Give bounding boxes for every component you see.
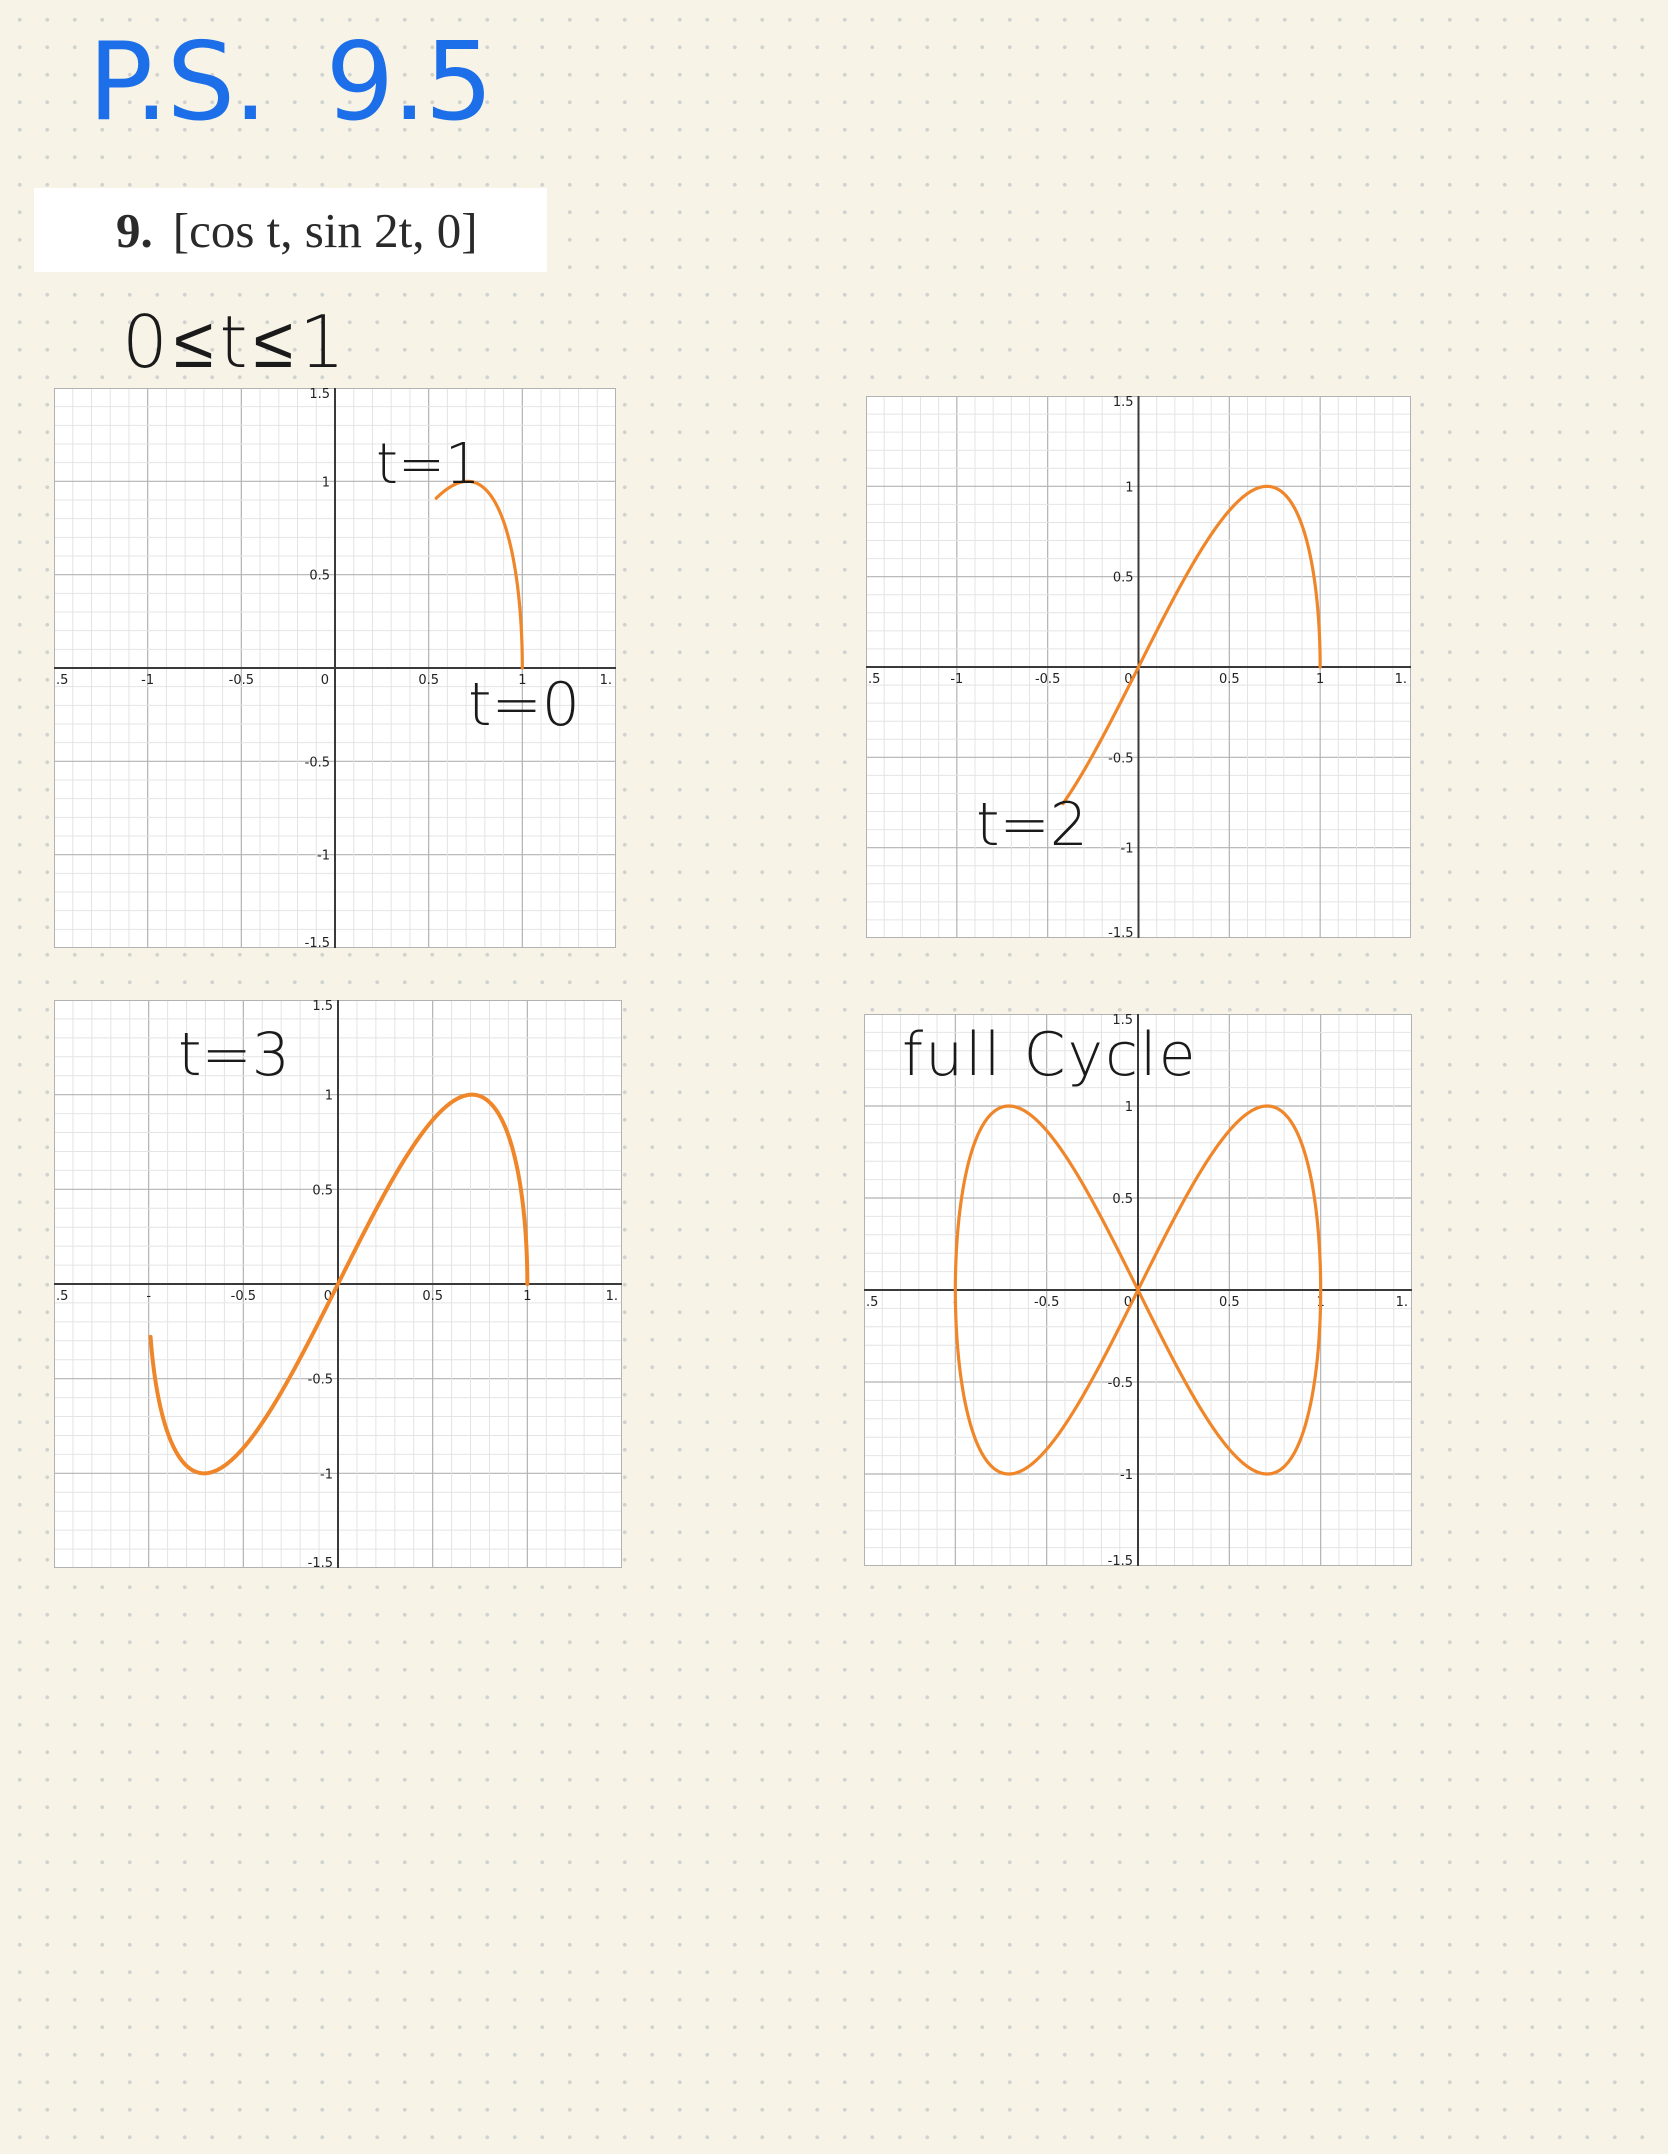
series-curve — [953, 1104, 1323, 1476]
y-tick-label: 1.5 — [1112, 1014, 1133, 1028]
chart-svg: .5 - -0.5 0 0.5 1 1. 1.5 1 0.5 -0.5 -1 -1.5 — [54, 1000, 622, 1568]
y-tick-label: 0.5 — [309, 569, 330, 584]
x-tick-label: 1 — [1316, 672, 1324, 687]
y-tick-label: -0.5 — [308, 1373, 333, 1388]
y-tick-label: 1 — [1125, 480, 1133, 495]
x-tick-label: 1. — [600, 673, 612, 688]
x-tick-label: .5 — [56, 1289, 68, 1304]
y-tick-label: 1 — [325, 1089, 333, 1104]
x-tick-label: 1 — [523, 1289, 531, 1304]
problem-box: 9. [cos t, sin 2t, 0] — [34, 188, 547, 272]
y-tick-label: -1.5 — [305, 936, 330, 948]
y-tick-label: -0.5 — [1108, 751, 1133, 766]
x-tick-label: - — [146, 1289, 151, 1304]
plot-t-0-to-2: .5 -1 -0.5 0 0.5 1 1. 1.5 1 0.5 -0.5 -1 -1.5 — [866, 396, 1411, 938]
x-tick-label: -0.5 — [231, 1289, 256, 1304]
y-tick-label: 1 — [322, 475, 330, 490]
x-tick-label: 1. — [1395, 672, 1407, 687]
y-tick-label: -1 — [320, 1467, 333, 1482]
y-tick-label: 1.5 — [309, 388, 330, 402]
y-tick-label: -1.5 — [1108, 1554, 1133, 1566]
x-tick-label: -0.5 — [1035, 672, 1060, 687]
range-note: 0≤t≤1 — [122, 300, 351, 384]
y-tick-label: -1.5 — [308, 1556, 333, 1568]
x-tick-label: 0 — [1124, 672, 1132, 687]
x-tick-label: .5 — [868, 672, 880, 687]
chart-svg: .5 -1 -0.5 0 0.5 1 1. 1.5 1 0.5 -0.5 -1 -1.5 — [866, 396, 1411, 938]
x-tick-label: 0.5 — [422, 1289, 443, 1304]
y-tick-label: -1 — [1121, 842, 1134, 857]
y-tick-label: 0.5 — [312, 1183, 333, 1198]
problem-expression: [cos t, sin 2t, 0] — [172, 202, 478, 258]
plot-t-0-to-1: .5 -1 -0.5 0 0.5 1 1. 1.5 1 0.5 -0.5 -1 -1.5 — [54, 388, 616, 948]
x-tick-label: -0.5 — [229, 673, 254, 688]
x-tick-label: 0 — [321, 673, 329, 688]
annotation-t0: t=0 — [468, 670, 580, 740]
x-tick-label: -1 — [141, 673, 154, 688]
y-tick-label: -0.5 — [305, 755, 330, 770]
chart-svg: .5 -1 -0.5 0 0.5 1 1. 1.5 1 0.5 -0.5 -1 -1.5 — [54, 388, 616, 948]
annotation-t2: t=2 — [976, 790, 1088, 860]
x-tick-label: .5 — [56, 673, 68, 688]
x-tick-label: 0 — [324, 1289, 332, 1304]
title-ps: P.S. — [88, 20, 268, 145]
x-tick-label: .5 — [866, 1295, 878, 1310]
x-tick-label: 0.5 — [418, 673, 439, 688]
title-section: 9.5 — [325, 20, 494, 145]
y-tick-label: 1.5 — [312, 1000, 333, 1014]
y-tick-label: -1 — [1120, 1468, 1133, 1483]
x-tick-label: 0.5 — [1219, 1295, 1240, 1310]
annotation-full-cycle: full Cycle — [902, 1020, 1198, 1090]
x-tick-label: 1. — [1396, 1295, 1408, 1310]
y-tick-label: 0.5 — [1112, 1192, 1133, 1207]
series-curve — [434, 479, 524, 670]
x-tick-label: 1. — [606, 1289, 618, 1304]
series-curve — [148, 1092, 530, 1476]
plot-full-cycle: .5- -0.5 0 0.5 1 1. 1.5 1 0.5 -0.5 -1 -1.5 — [864, 1014, 1412, 1566]
y-tick-label: -0.5 — [1108, 1376, 1133, 1391]
y-tick-label: 1 — [1125, 1100, 1133, 1115]
x-tick-label: 0 — [1124, 1295, 1132, 1310]
y-tick-label: -1.5 — [1108, 926, 1133, 938]
plot-t-0-to-3: .5 - -0.5 0 0.5 1 1. 1.5 1 0.5 -0.5 -1 -1.5 — [54, 1000, 622, 1568]
y-tick-label: -1 — [317, 849, 330, 864]
problem-number: 9. — [116, 202, 153, 258]
chart-svg: .5- -0.5 0 0.5 1 1.1.510.5-0.5-1-1.5 — [864, 1014, 1412, 1566]
x-tick-label: -1 — [950, 672, 963, 687]
y-tick-label: 1.5 — [1113, 396, 1134, 410]
x-tick-label: -0.5 — [1034, 1295, 1059, 1310]
annotation-t3: t=3 — [178, 1020, 290, 1090]
annotation-t1: t=1 — [376, 432, 481, 497]
x-tick-label: 0.5 — [1219, 672, 1240, 687]
series-curve — [1061, 484, 1322, 806]
y-tick-label: 0.5 — [1113, 571, 1134, 586]
page-title: P.S. 9.5 — [88, 20, 494, 145]
x-tick-label: 1 — [518, 673, 526, 688]
